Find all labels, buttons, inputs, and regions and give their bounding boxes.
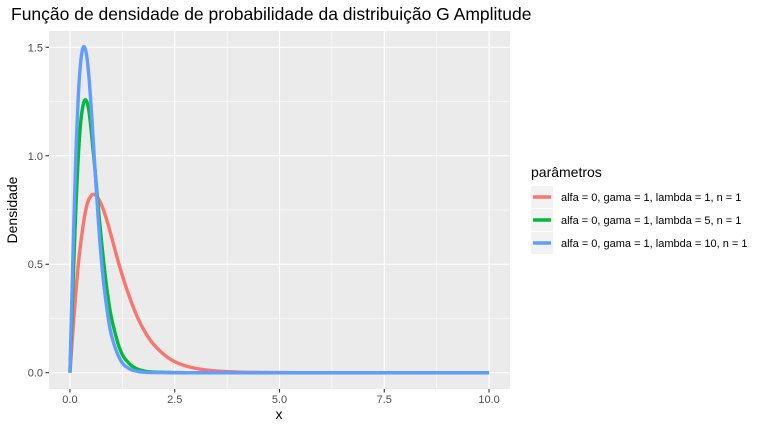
y-axis: 0.0 0.5 1.0 1.5	[28, 42, 49, 380]
grid-major	[49, 31, 510, 389]
x-tick-label: 0.0	[62, 394, 77, 406]
series-line-3	[68, 44, 490, 375]
legend-label-1: alfa = 0, gama = 1, lambda = 1, n = 1	[561, 192, 741, 204]
y-tick-label: 1.5	[28, 42, 43, 54]
x-tick-label: 10.0	[478, 394, 499, 406]
y-tick-label: 0.0	[28, 368, 43, 380]
x-tick-label: 7.5	[377, 394, 392, 406]
x-axis-title: x	[276, 406, 283, 422]
x-tick-label: 5.0	[272, 394, 287, 406]
x-axis: 0.0 2.5 5.0 7.5 10.0	[62, 389, 500, 406]
legend-items: alfa = 0, gama = 1, lambda = 1, n = 1 alf…	[531, 186, 748, 254]
y-axis-title: Densidade	[4, 176, 20, 243]
legend-label-2: alfa = 0, gama = 1, lambda = 5, n = 1	[561, 215, 741, 227]
legend: parâmetros alfa = 0, gama = 1, lambda = …	[531, 164, 748, 254]
legend-label-3: alfa = 0, gama = 1, lambda = 10, n = 1	[561, 238, 748, 250]
series-layer	[68, 44, 490, 375]
y-tick-label: 0.5	[28, 259, 43, 271]
legend-title: parâmetros	[531, 164, 602, 180]
x-tick-label: 2.5	[167, 394, 182, 406]
y-tick-label: 1.0	[28, 151, 43, 163]
chart-title: Função de densidade de probabilidade da …	[11, 4, 532, 24]
